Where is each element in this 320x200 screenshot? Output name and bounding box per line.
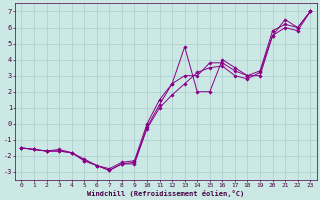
X-axis label: Windchill (Refroidissement éolien,°C): Windchill (Refroidissement éolien,°C) [87, 190, 244, 197]
